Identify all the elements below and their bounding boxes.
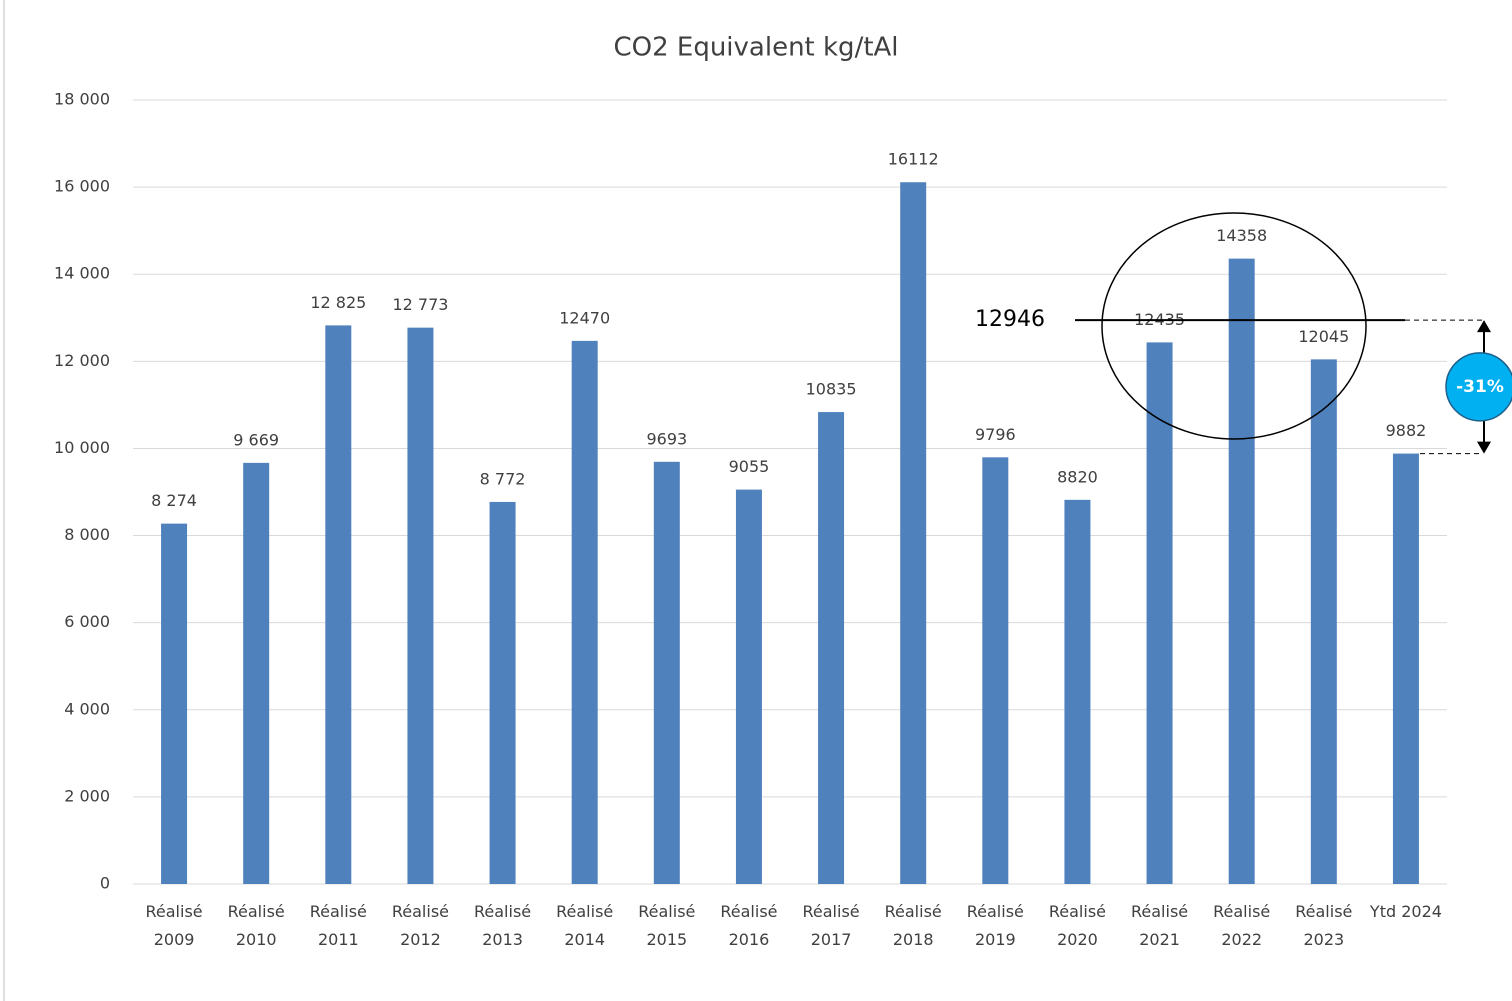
x-tick-label: Réalisé 2016 bbox=[720, 902, 777, 949]
bar bbox=[900, 182, 927, 884]
x-tick-label: Réalisé 2011 bbox=[310, 902, 367, 949]
value-label: 8820 bbox=[1057, 467, 1098, 486]
y-tick-label: 18 000 bbox=[54, 90, 110, 109]
x-tick-label: Ytd 2024 bbox=[1369, 902, 1442, 921]
bar bbox=[161, 523, 188, 884]
bar bbox=[1310, 359, 1337, 885]
value-label: 8 772 bbox=[480, 469, 526, 488]
bar bbox=[818, 412, 845, 884]
x-tick-label: Réalisé 2022 bbox=[1213, 902, 1270, 949]
value-label: 12045 bbox=[1298, 327, 1349, 346]
value-label: 16112 bbox=[888, 150, 939, 169]
bar bbox=[735, 489, 762, 884]
x-tick-label: Réalisé 2012 bbox=[392, 902, 449, 949]
y-tick-label: 2 000 bbox=[64, 786, 110, 805]
x-tick-label: Réalisé 2009 bbox=[146, 902, 203, 949]
bar bbox=[489, 501, 516, 884]
x-tick-label: Réalisé 2021 bbox=[1131, 902, 1188, 949]
x-tick-label: Réalisé 2014 bbox=[556, 902, 613, 949]
x-tick-label: Réalisé 2023 bbox=[1295, 902, 1352, 949]
value-label: 9 669 bbox=[233, 430, 279, 449]
value-label: 9055 bbox=[729, 457, 770, 476]
bar bbox=[1228, 258, 1255, 884]
x-tick-label: Réalisé 2013 bbox=[474, 902, 531, 949]
y-tick-label: 8 000 bbox=[64, 525, 110, 544]
bar bbox=[243, 462, 270, 884]
y-tick-label: 10 000 bbox=[54, 438, 110, 457]
y-tick-label: 14 000 bbox=[54, 264, 110, 283]
value-label: 8 274 bbox=[151, 491, 197, 510]
bar bbox=[982, 457, 1009, 884]
x-tick-label: Réalisé 2010 bbox=[228, 902, 285, 949]
bar bbox=[325, 325, 352, 884]
bar bbox=[653, 461, 680, 884]
bar bbox=[1146, 342, 1173, 884]
value-label: 14358 bbox=[1216, 226, 1267, 245]
x-tick-label: Réalisé 2015 bbox=[638, 902, 695, 949]
x-tick-label: Réalisé 2018 bbox=[885, 902, 942, 949]
value-label: 10835 bbox=[806, 380, 857, 399]
value-label: 9796 bbox=[975, 425, 1016, 444]
value-label: 12 825 bbox=[310, 293, 366, 312]
bar bbox=[1392, 453, 1419, 884]
bar bbox=[571, 340, 598, 885]
arrow-head-up bbox=[1477, 320, 1491, 333]
x-tick-label: Réalisé 2017 bbox=[803, 902, 860, 949]
y-tick-label: 4 000 bbox=[64, 699, 110, 718]
y-tick-label: 12 000 bbox=[54, 351, 110, 370]
y-tick-label: 0 bbox=[100, 874, 110, 893]
change-badge bbox=[1445, 352, 1512, 422]
value-label: 9693 bbox=[646, 429, 687, 448]
value-label: 12470 bbox=[559, 308, 610, 327]
value-label: 12 773 bbox=[392, 295, 448, 314]
bar bbox=[1064, 499, 1091, 884]
y-tick-label: 6 000 bbox=[64, 612, 110, 631]
highlight-ellipse bbox=[1101, 212, 1367, 440]
y-tick-label: 16 000 bbox=[54, 177, 110, 196]
x-tick-label: Réalisé 2019 bbox=[967, 902, 1024, 949]
reference-label: 12946 bbox=[975, 307, 1045, 332]
chart-title: CO2 Equivalent kg/tAl bbox=[613, 33, 898, 63]
change-label: -31% bbox=[1456, 377, 1504, 397]
bar bbox=[407, 327, 434, 884]
arrow-head-down bbox=[1477, 441, 1491, 454]
value-label: 9882 bbox=[1386, 421, 1427, 440]
x-tick-label: Réalisé 2020 bbox=[1049, 902, 1106, 949]
